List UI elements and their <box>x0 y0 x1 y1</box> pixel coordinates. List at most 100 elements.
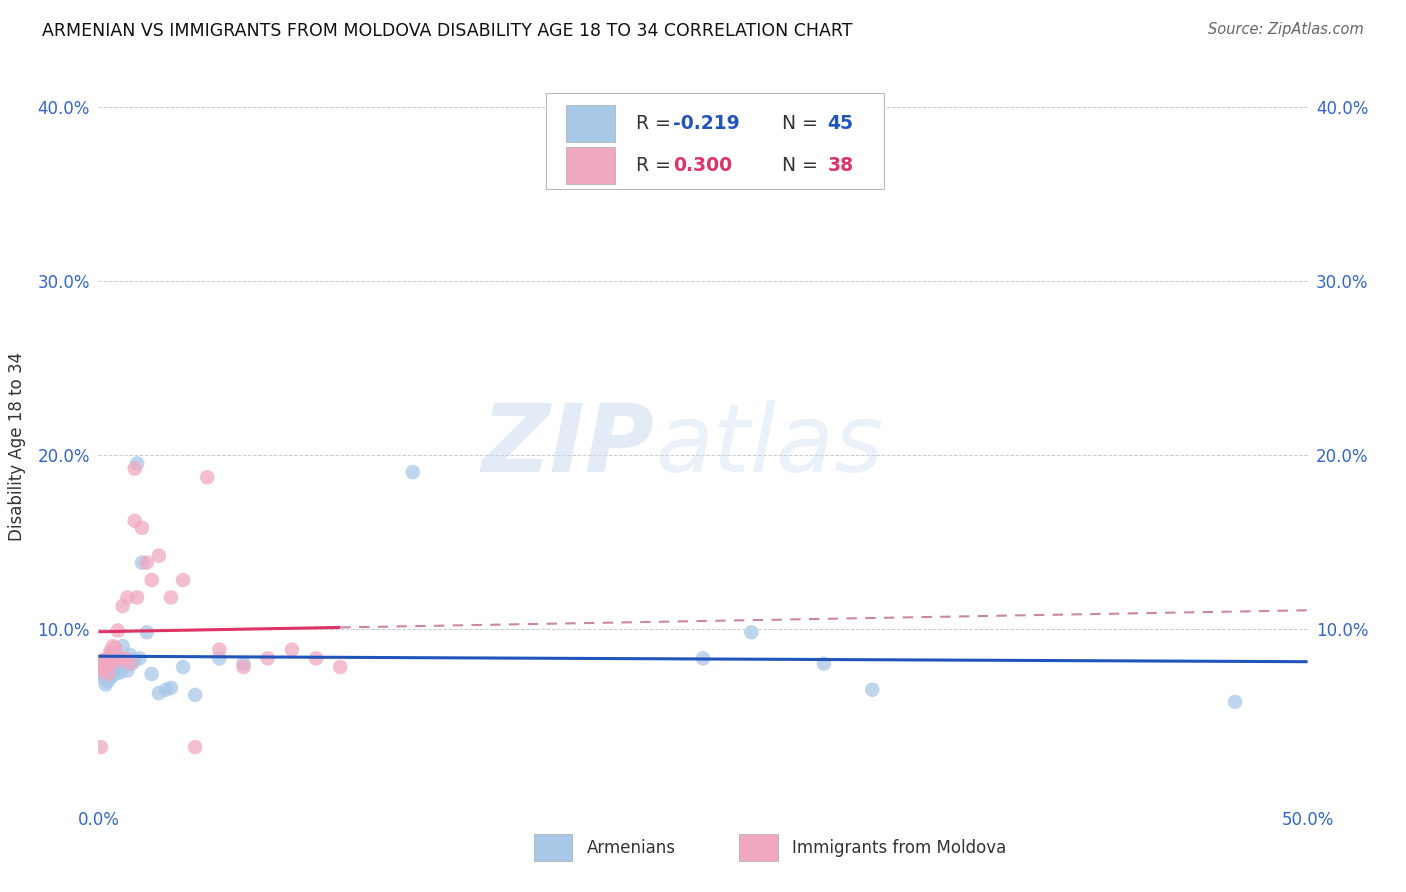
Point <box>108 651 131 665</box>
Text: 38: 38 <box>828 156 853 176</box>
Point <box>90 740 112 755</box>
Point <box>94 677 117 691</box>
FancyBboxPatch shape <box>567 147 614 185</box>
Point <box>97 658 120 673</box>
Point <box>111 639 134 653</box>
FancyBboxPatch shape <box>740 834 778 862</box>
Point <box>97 657 120 671</box>
Point <box>104 655 127 669</box>
Text: R =: R = <box>637 113 678 133</box>
Point <box>94 669 117 683</box>
Point <box>90 665 112 680</box>
Point <box>94 653 117 667</box>
FancyBboxPatch shape <box>567 104 614 142</box>
Point <box>860 682 883 697</box>
Point <box>91 671 114 685</box>
Text: atlas: atlas <box>655 401 883 491</box>
Point <box>329 660 352 674</box>
Point <box>91 653 114 667</box>
Point <box>108 665 131 680</box>
Point <box>692 651 714 665</box>
Point <box>97 667 120 681</box>
Point <box>114 651 136 665</box>
Text: Source: ZipAtlas.com: Source: ZipAtlas.com <box>1208 22 1364 37</box>
Point <box>101 651 124 665</box>
Point <box>107 624 129 638</box>
Point <box>91 664 114 678</box>
Point <box>117 664 139 678</box>
Point <box>91 657 114 671</box>
Point <box>104 646 127 660</box>
Point <box>148 549 170 563</box>
FancyBboxPatch shape <box>546 93 884 189</box>
Point <box>100 648 122 662</box>
Point <box>97 673 120 688</box>
Text: 0.300: 0.300 <box>672 156 733 176</box>
Point <box>94 660 117 674</box>
Point <box>90 660 112 674</box>
Y-axis label: Disability Age 18 to 34: Disability Age 18 to 34 <box>8 351 27 541</box>
Text: -0.219: -0.219 <box>672 113 740 133</box>
Point <box>1223 695 1246 709</box>
Point <box>160 591 183 605</box>
Point <box>117 591 139 605</box>
Point <box>104 667 127 681</box>
Point <box>740 625 762 640</box>
Point <box>160 681 183 695</box>
Point <box>100 671 122 685</box>
Text: ZIP: ZIP <box>482 400 655 492</box>
Point <box>232 657 254 671</box>
Point <box>100 660 122 674</box>
Point <box>101 639 124 653</box>
Point <box>118 648 141 662</box>
Point <box>184 688 207 702</box>
Point <box>208 651 231 665</box>
Point <box>305 651 328 665</box>
Point <box>124 461 146 475</box>
Point <box>127 457 149 471</box>
Point <box>141 573 163 587</box>
Point <box>124 514 146 528</box>
Text: 45: 45 <box>828 113 853 133</box>
Point <box>135 625 157 640</box>
Point <box>114 658 136 673</box>
Point <box>118 657 141 671</box>
Point <box>107 651 129 665</box>
Point <box>281 642 304 657</box>
Point <box>97 664 120 678</box>
Text: Immigrants from Moldova: Immigrants from Moldova <box>793 838 1007 856</box>
Point <box>121 657 143 671</box>
Point <box>101 664 124 678</box>
Point <box>172 660 194 674</box>
Point <box>94 658 117 673</box>
Point <box>100 653 122 667</box>
Point <box>208 642 231 657</box>
Point <box>128 651 150 665</box>
Point <box>184 740 207 755</box>
Point <box>813 657 835 671</box>
Point <box>108 655 131 669</box>
Point <box>100 648 122 662</box>
Point <box>104 640 127 655</box>
Point <box>111 653 134 667</box>
Point <box>256 651 278 665</box>
Point <box>141 667 163 681</box>
Point <box>135 556 157 570</box>
Text: R =: R = <box>637 156 678 176</box>
Point <box>195 470 218 484</box>
Point <box>131 556 153 570</box>
Point <box>100 644 122 658</box>
Point <box>131 521 153 535</box>
Text: Armenians: Armenians <box>586 838 676 856</box>
Text: ARMENIAN VS IMMIGRANTS FROM MOLDOVA DISABILITY AGE 18 TO 34 CORRELATION CHART: ARMENIAN VS IMMIGRANTS FROM MOLDOVA DISA… <box>42 22 852 40</box>
Point <box>101 651 124 665</box>
Point <box>148 686 170 700</box>
Text: N =: N = <box>769 156 824 176</box>
FancyBboxPatch shape <box>534 834 572 862</box>
Point <box>155 682 177 697</box>
Point <box>111 599 134 614</box>
Point <box>127 591 149 605</box>
Point <box>402 465 425 479</box>
Point <box>232 660 254 674</box>
Point <box>172 573 194 587</box>
